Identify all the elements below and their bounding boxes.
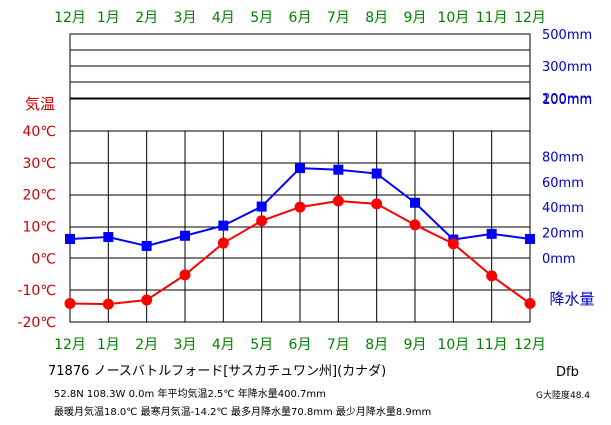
month-label-bottom: 4月 — [212, 337, 235, 353]
series-layer — [64, 163, 536, 310]
temperature-axis: 40℃ 30℃ 20℃ 10℃ 0℃ -10℃ -20℃ — [17, 124, 56, 331]
month-label-top: 12月 — [514, 10, 546, 26]
temperature-tick-label: 20℃ — [22, 188, 56, 204]
month-label-top: 12月 — [54, 10, 86, 26]
month-label-bottom: 1月 — [97, 337, 120, 353]
temperature-tick-label: 30℃ — [22, 156, 56, 172]
month-label-bottom: 7月 — [327, 337, 350, 353]
temperature-point — [294, 201, 306, 213]
month-label-top: 4月 — [212, 10, 235, 26]
month-label-bottom: 12月 — [54, 337, 86, 353]
month-label-top: 11月 — [476, 10, 508, 26]
month-label-bottom: 12月 — [514, 337, 546, 353]
precipitation-point — [410, 197, 420, 208]
precipitation-tick-label: 300mm — [542, 60, 592, 75]
precipitation-axis-title: 降水量 — [549, 290, 594, 308]
bottom-month-labels: 12月 1月 2月 3月 4月 5月 6月 7月 8月 9月 10月 11月 12月 — [54, 337, 546, 353]
temperature-tick-label: -20℃ — [17, 315, 56, 331]
precipitation-tick-label: 20mm — [542, 227, 584, 242]
temperature-tick-label: 40℃ — [22, 124, 56, 140]
month-label-bottom: 8月 — [365, 337, 388, 353]
month-label-top: 8月 — [365, 10, 388, 26]
month-label-bottom: 9月 — [404, 337, 427, 353]
precipitation-point — [295, 163, 305, 174]
precipitation-tick-label: 0mm — [542, 252, 576, 267]
precipitation-tick-label: 40mm — [542, 201, 584, 216]
temperature-point — [447, 238, 459, 250]
precipitation-tick-label: 500mm — [542, 28, 592, 43]
temperature-point — [524, 298, 536, 310]
temperature-point — [102, 298, 114, 310]
precipitation-tick-label: 60mm — [542, 176, 584, 191]
precipitation-point — [218, 220, 229, 231]
month-label-bottom: 10月 — [437, 337, 469, 353]
precipitation-tick-label: 80mm — [542, 150, 584, 165]
top-month-labels: 12月 1月 2月 3月 4月 5月 6月 7月 8月 9月 10月 11月 12月 — [54, 10, 546, 26]
temperature-point — [409, 219, 421, 231]
temperature-point — [256, 215, 268, 227]
temperature-point — [179, 269, 191, 281]
temperature-tick-label: 0℃ — [31, 251, 56, 267]
temperature-point — [64, 298, 76, 310]
temperature-point — [332, 195, 344, 207]
precipitation-point — [141, 240, 152, 251]
precipitation-point — [525, 233, 535, 244]
month-label-top: 2月 — [135, 10, 158, 26]
temperature-point — [217, 237, 229, 249]
temperature-point — [371, 198, 383, 210]
month-label-bottom: 2月 — [135, 337, 158, 353]
chart-grid — [69, 33, 531, 323]
temperature-axis-title: 気温 — [25, 95, 55, 113]
temperature-tick-label: -10℃ — [17, 283, 56, 299]
month-label-bottom: 3月 — [174, 337, 197, 353]
precipitation-point — [103, 232, 114, 243]
temperature-tick-label: 10℃ — [22, 220, 56, 236]
precipitation-point — [486, 228, 497, 239]
month-label-top: 7月 — [327, 10, 350, 26]
month-label-top: 9月 — [404, 10, 427, 26]
precipitation-tick-label: 200mm — [542, 92, 592, 107]
month-label-bottom: 5月 — [250, 337, 273, 353]
temperature-point — [486, 270, 498, 282]
month-label-top: 3月 — [174, 10, 197, 26]
month-label-top: 1月 — [97, 10, 120, 26]
temperature-point — [141, 294, 153, 306]
precipitation-point — [256, 201, 267, 212]
precipitation-point — [180, 230, 190, 241]
precipitation-point — [65, 233, 75, 244]
month-label-bottom: 11月 — [476, 337, 508, 353]
month-label-bottom: 6月 — [289, 337, 312, 353]
precipitation-point — [333, 164, 344, 175]
month-label-top: 10月 — [437, 10, 469, 26]
month-label-top: 5月 — [250, 10, 273, 26]
precipitation-tick-label: 100mm — [542, 93, 592, 108]
precipitation-point — [371, 168, 382, 179]
month-label-top: 6月 — [289, 10, 312, 26]
